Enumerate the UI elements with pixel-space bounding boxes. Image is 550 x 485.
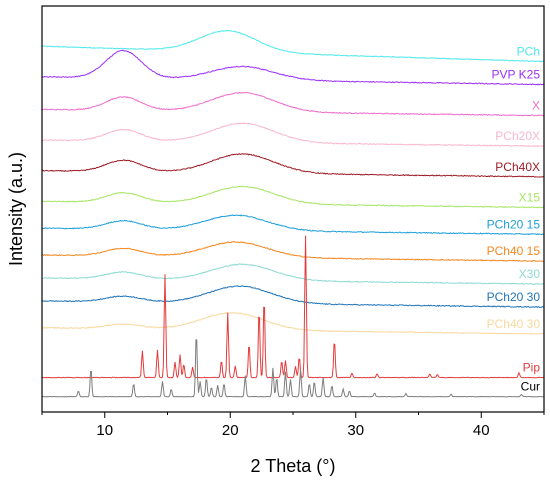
series-label: Pip xyxy=(523,361,541,375)
series-label: PCh20X xyxy=(495,129,540,143)
series-label: X xyxy=(532,99,540,113)
series-label: PCh20 15 xyxy=(487,217,541,231)
x-tick-label: 20 xyxy=(222,422,239,439)
series-line xyxy=(41,312,545,335)
plot-frame xyxy=(41,5,545,413)
series-label: PVP K25 xyxy=(492,68,541,82)
series-line xyxy=(41,235,545,379)
x-tick-label: 30 xyxy=(347,422,364,439)
series-line xyxy=(41,91,545,117)
series-line xyxy=(41,241,545,262)
series-label: PCh xyxy=(517,45,540,59)
y-axis-title: Intensity (a.u.) xyxy=(6,152,26,266)
series-line xyxy=(41,185,545,209)
x-axis-title: 2 Theta (°) xyxy=(251,456,336,476)
series-line xyxy=(41,339,545,398)
series-label: X15 xyxy=(519,190,541,204)
series-line xyxy=(41,285,545,309)
series-label: PCh20 30 xyxy=(487,290,541,304)
series-line xyxy=(41,122,545,148)
series-label: X30 xyxy=(519,267,541,281)
x-axis-ticks: 10 20 30 40 xyxy=(41,412,545,439)
series-label: Cur xyxy=(521,380,540,394)
series-label: PCh40 30 xyxy=(487,317,541,331)
series-label: PCh40 15 xyxy=(487,244,541,258)
series-line xyxy=(41,29,545,63)
x-tick-label: 10 xyxy=(96,422,113,439)
series-line xyxy=(41,153,545,178)
series-line xyxy=(41,263,545,285)
series-line xyxy=(41,214,545,236)
series-label: PCh40X xyxy=(495,160,540,174)
series-line xyxy=(41,49,545,86)
x-tick-label: 40 xyxy=(473,422,490,439)
legend-labels: PCh PVP K25 X PCh20X PCh40X X15 PCh20 15 PCh40 … xyxy=(487,45,541,394)
plot-traces xyxy=(41,29,545,398)
